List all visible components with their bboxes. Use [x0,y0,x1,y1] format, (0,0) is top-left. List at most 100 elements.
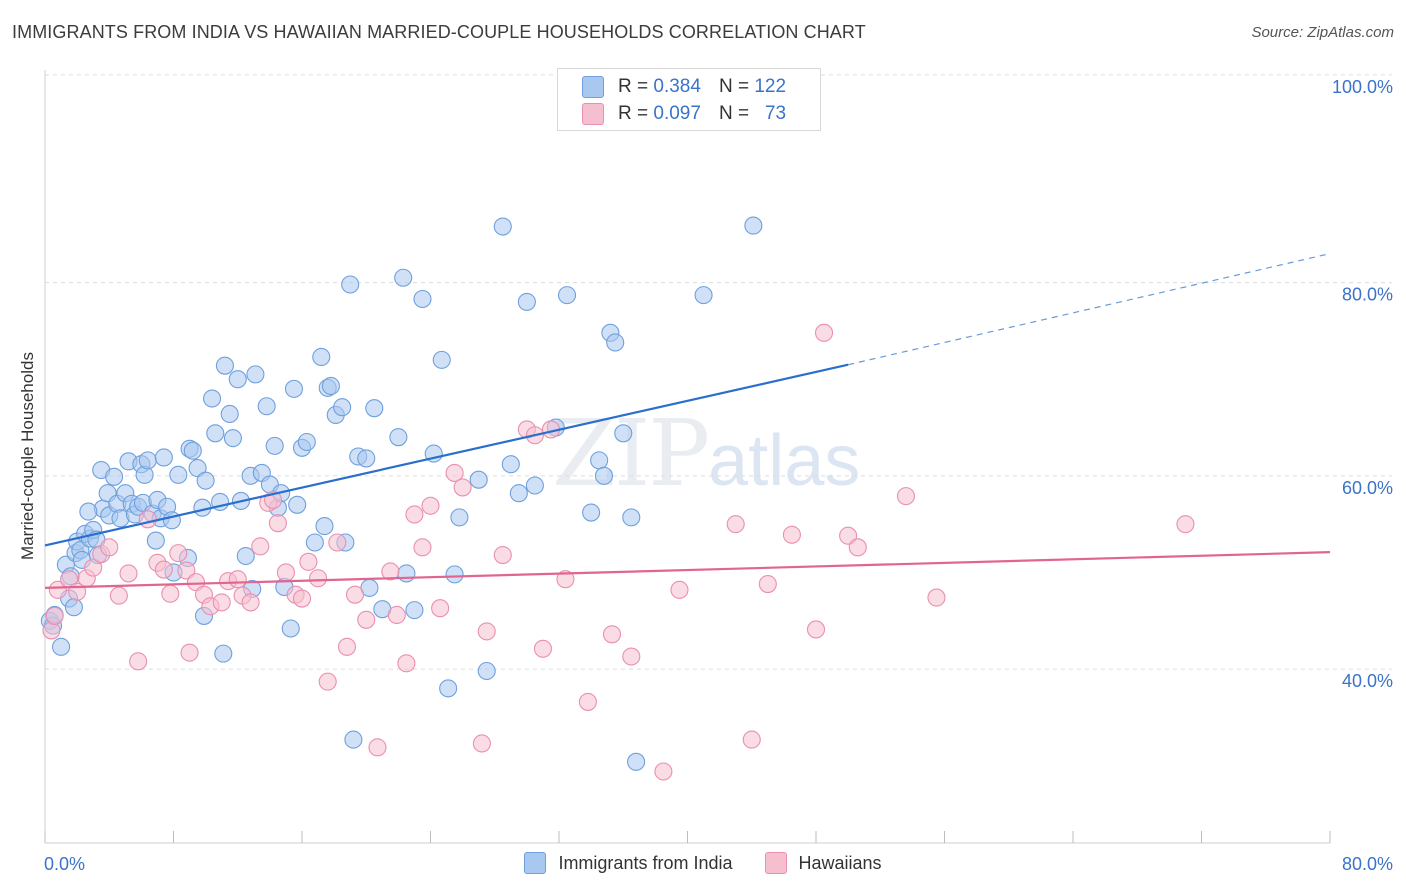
hawaiian-point [251,537,270,556]
india-point [333,398,352,417]
india-point [397,564,416,583]
y-tick-label: 60.0% [1342,478,1393,498]
hawaiian-point [758,574,777,594]
hawaiian-point [119,564,138,583]
hawaiian-point [129,652,148,671]
india-point [582,503,601,522]
india-point [281,619,300,638]
source-credit: Source: ZipAtlas.com [1251,24,1394,41]
correlation-legend: R = 0.384 N = 122 R = 0.097 N = 73 [557,68,821,131]
india-point [246,365,265,384]
legend-swatch-india [582,76,604,98]
india-trendline [44,363,849,547]
india-point [312,347,331,367]
legend-swatch-hawaiians [582,103,604,125]
watermark-zip: ZIP [552,400,710,507]
india-point [357,449,376,468]
series-legend-hawaiians: Hawaiians [764,852,882,874]
legend-r-value-hawaiians: 0.097 [653,103,701,124]
india-point [509,484,528,503]
hawaiian-point [472,734,491,753]
india-point [590,451,609,470]
hawaiian-point [241,593,260,612]
legend-row-hawaiians: R = 0.097 N = 73 [582,102,786,126]
india-point [344,730,363,749]
legend-r-label: R = [618,103,649,124]
india-point [162,511,181,530]
hawaiian-point [445,463,464,482]
hawaiian-point [161,584,180,603]
hawaiian-point [212,593,231,612]
india-point [154,448,173,467]
india-point [64,598,83,617]
x-tick-label: 80.0% [1342,854,1393,874]
series-legend: Immigrants from India Hawaiians [0,852,1406,874]
india-point [265,436,284,455]
hawaiian-point [381,562,400,581]
y-tick-label: 100.0% [1332,77,1393,97]
hawaiian-point [782,525,801,544]
series-name-india: Immigrants from India [558,852,733,873]
hawaiian-point [180,643,199,662]
legend-row-india: R = 0.384 N = 122 [582,75,786,99]
hawaiian-point [387,605,406,625]
hawaiian-point [413,538,432,557]
hawaiian-point [814,323,834,342]
hawaiian-point [328,533,347,552]
india-point [196,471,215,490]
chart-title: IMMIGRANTS FROM INDIA VS HAWAIIAN MARRIE… [12,22,866,42]
legend-r-value-india: 0.384 [653,76,701,97]
hawaiian-point [421,496,440,515]
hawaiian-point [169,544,188,563]
watermark-atlas: atlas [708,421,861,501]
india-point [469,470,488,489]
hawaiian-point [726,515,745,534]
india-point [622,508,641,527]
hawaiian-point [927,588,946,607]
hawaiian-point [848,538,867,557]
india-point [321,376,340,396]
india-point [138,451,157,470]
hawaiian-point [654,762,673,781]
hawaiian-point [670,580,689,599]
india-point [525,476,544,495]
india-point [105,467,124,486]
india-point [288,495,307,514]
india-point [694,286,713,305]
hawaiian-point [345,585,365,604]
hawaiian-point [45,606,64,625]
hawaiian-point [368,738,387,757]
india-trendline-extension [847,253,1331,366]
hawaiian-point [177,561,196,580]
hawaiian-point [742,730,761,749]
series-legend-india: Immigrants from India [524,852,733,874]
india-point [257,397,276,416]
india-point [405,601,424,620]
hawaiian-point [493,546,512,565]
hawaiian-point [154,560,173,579]
india-point [389,428,408,447]
india-point [627,752,646,771]
hawaiian-point [405,505,424,524]
hawaiian-point [309,569,328,588]
india-point [183,441,202,460]
india-point [450,508,469,527]
india-point [557,286,577,305]
india-point [413,289,432,309]
x-tick-label: 0.0% [44,854,85,874]
y-tick-label: 40.0% [1342,671,1393,691]
hawaiian-point [337,637,357,656]
hawaiian-point [84,558,103,577]
hawaiian-point [138,510,157,529]
hawaiian-point [100,538,119,557]
hawaiian-point [578,692,597,711]
india-point [315,517,334,536]
india-point [477,661,496,681]
india-point [394,268,413,287]
hawaiian-point [397,654,416,673]
india-point [614,424,633,443]
series-name-hawaiians: Hawaiians [798,852,882,873]
india-point [341,275,360,294]
hawaiian-point [896,487,916,506]
